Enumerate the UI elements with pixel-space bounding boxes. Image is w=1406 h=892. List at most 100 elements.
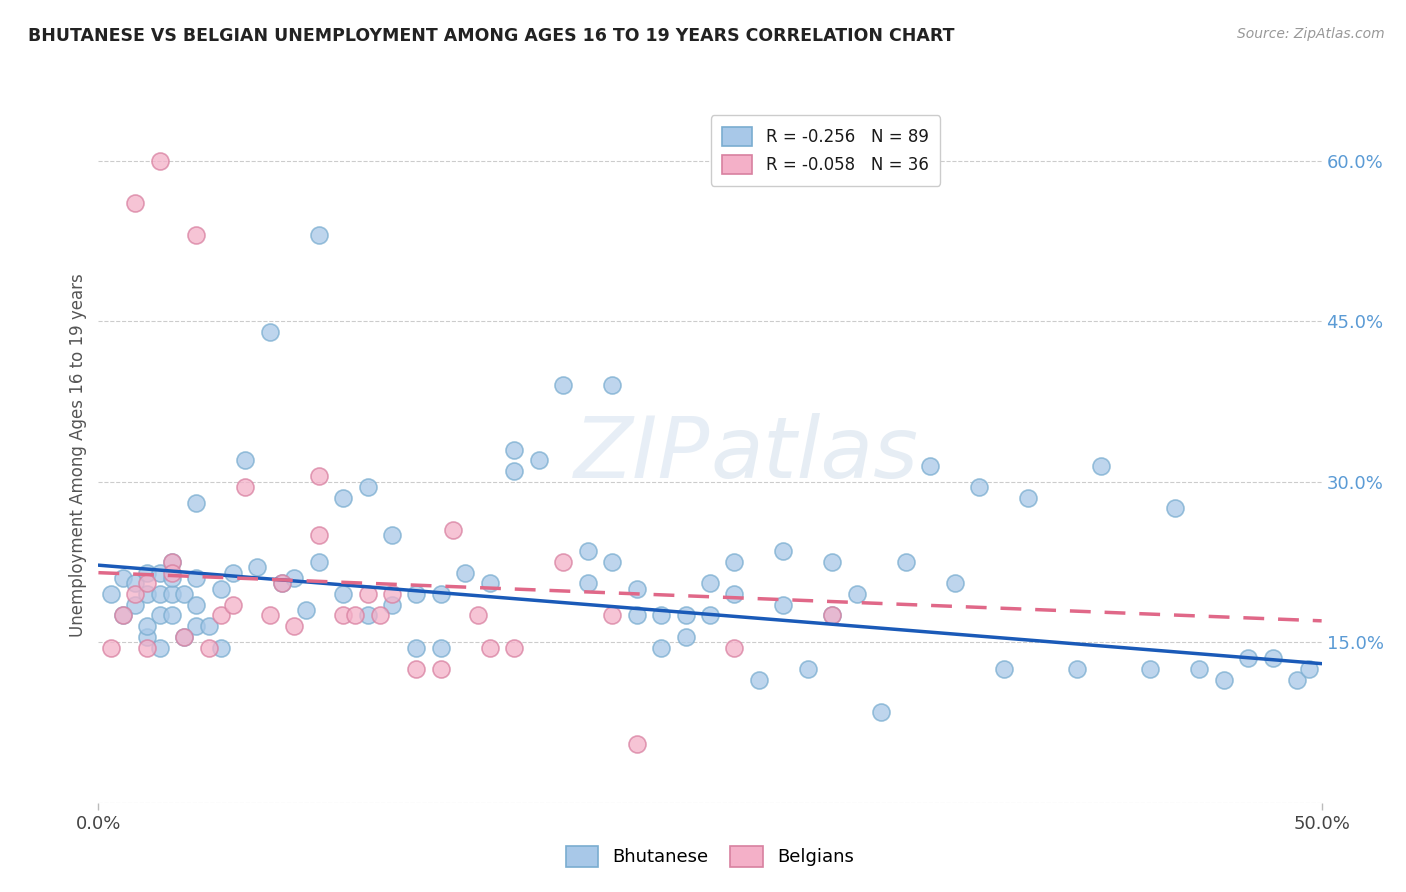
Point (600, 608, 623, 623)
Point (246, 560, 269, 574)
Point (600, 378, 623, 392)
Point (967, 480, 990, 494)
Text: atlas: atlas (710, 413, 918, 497)
Y-axis label: Unemployment Among Ages 16 to 19 years: Unemployment Among Ages 16 to 19 years (69, 273, 87, 637)
Point (356, 608, 378, 623)
Point (295, 603, 318, 617)
Point (1212, 673, 1234, 687)
Point (454, 566, 477, 580)
Point (186, 619, 208, 633)
Point (233, 480, 256, 494)
Text: BHUTANESE VS BELGIAN UNEMPLOYMENT AMONG AGES 16 TO 19 YEARS CORRELATION CHART: BHUTANESE VS BELGIAN UNEMPLOYMENT AMONG … (28, 27, 955, 45)
Point (478, 576, 501, 591)
Point (478, 640, 501, 655)
Point (1066, 662, 1088, 676)
Point (430, 640, 453, 655)
Point (576, 576, 599, 591)
Point (1188, 662, 1211, 676)
Point (100, 640, 122, 655)
Point (160, 555, 183, 569)
Point (111, 608, 134, 623)
Point (344, 608, 367, 623)
Point (405, 587, 427, 601)
Point (650, 608, 672, 623)
Point (332, 587, 354, 601)
Point (136, 619, 159, 633)
Point (160, 571, 183, 585)
Point (503, 464, 526, 478)
Point (197, 640, 219, 655)
Point (136, 630, 159, 644)
Point (209, 582, 232, 596)
Point (699, 576, 721, 591)
Point (503, 442, 526, 457)
Point (124, 576, 146, 591)
Point (356, 480, 378, 494)
Point (381, 528, 404, 542)
Point (430, 587, 453, 601)
Point (149, 608, 172, 623)
Point (1298, 662, 1320, 676)
Point (332, 608, 354, 623)
Point (136, 587, 159, 601)
Point (111, 608, 134, 623)
Point (821, 555, 844, 569)
Point (675, 630, 697, 644)
Point (943, 576, 966, 591)
Point (222, 598, 245, 612)
Point (381, 598, 404, 612)
Point (626, 582, 648, 596)
Point (149, 153, 172, 168)
Point (405, 662, 427, 676)
Point (136, 640, 159, 655)
Point (160, 566, 183, 580)
Point (124, 196, 146, 211)
Point (186, 598, 208, 612)
Point (149, 566, 172, 580)
Point (173, 630, 195, 644)
Point (259, 325, 281, 339)
Point (124, 587, 146, 601)
Point (186, 496, 208, 510)
Point (845, 587, 868, 601)
Point (821, 608, 844, 623)
Point (723, 587, 745, 601)
Point (723, 555, 745, 569)
Point (894, 555, 917, 569)
Point (699, 608, 721, 623)
Point (1261, 651, 1284, 665)
Point (650, 640, 672, 655)
Point (149, 640, 172, 655)
Point (1164, 501, 1187, 516)
Point (993, 662, 1015, 676)
Point (405, 640, 427, 655)
Point (197, 619, 219, 633)
Point (1017, 491, 1039, 505)
Point (821, 608, 844, 623)
Point (173, 630, 195, 644)
Text: Source: ZipAtlas.com: Source: ZipAtlas.com (1237, 27, 1385, 41)
Point (111, 571, 134, 585)
Point (1286, 673, 1309, 687)
Point (136, 566, 159, 580)
Point (430, 662, 453, 676)
Point (124, 598, 146, 612)
Point (527, 453, 550, 467)
Point (136, 576, 159, 591)
Legend: Bhutanese, Belgians: Bhutanese, Belgians (558, 838, 862, 874)
Point (283, 619, 305, 633)
Point (270, 576, 294, 591)
Point (308, 555, 330, 569)
Point (797, 662, 820, 676)
Point (1139, 662, 1161, 676)
Point (160, 608, 183, 623)
Point (1237, 651, 1260, 665)
Point (160, 555, 183, 569)
Point (368, 608, 391, 623)
Point (467, 608, 489, 623)
Point (1090, 458, 1112, 473)
Point (600, 555, 623, 569)
Point (576, 544, 599, 558)
Point (100, 587, 122, 601)
Point (381, 587, 404, 601)
